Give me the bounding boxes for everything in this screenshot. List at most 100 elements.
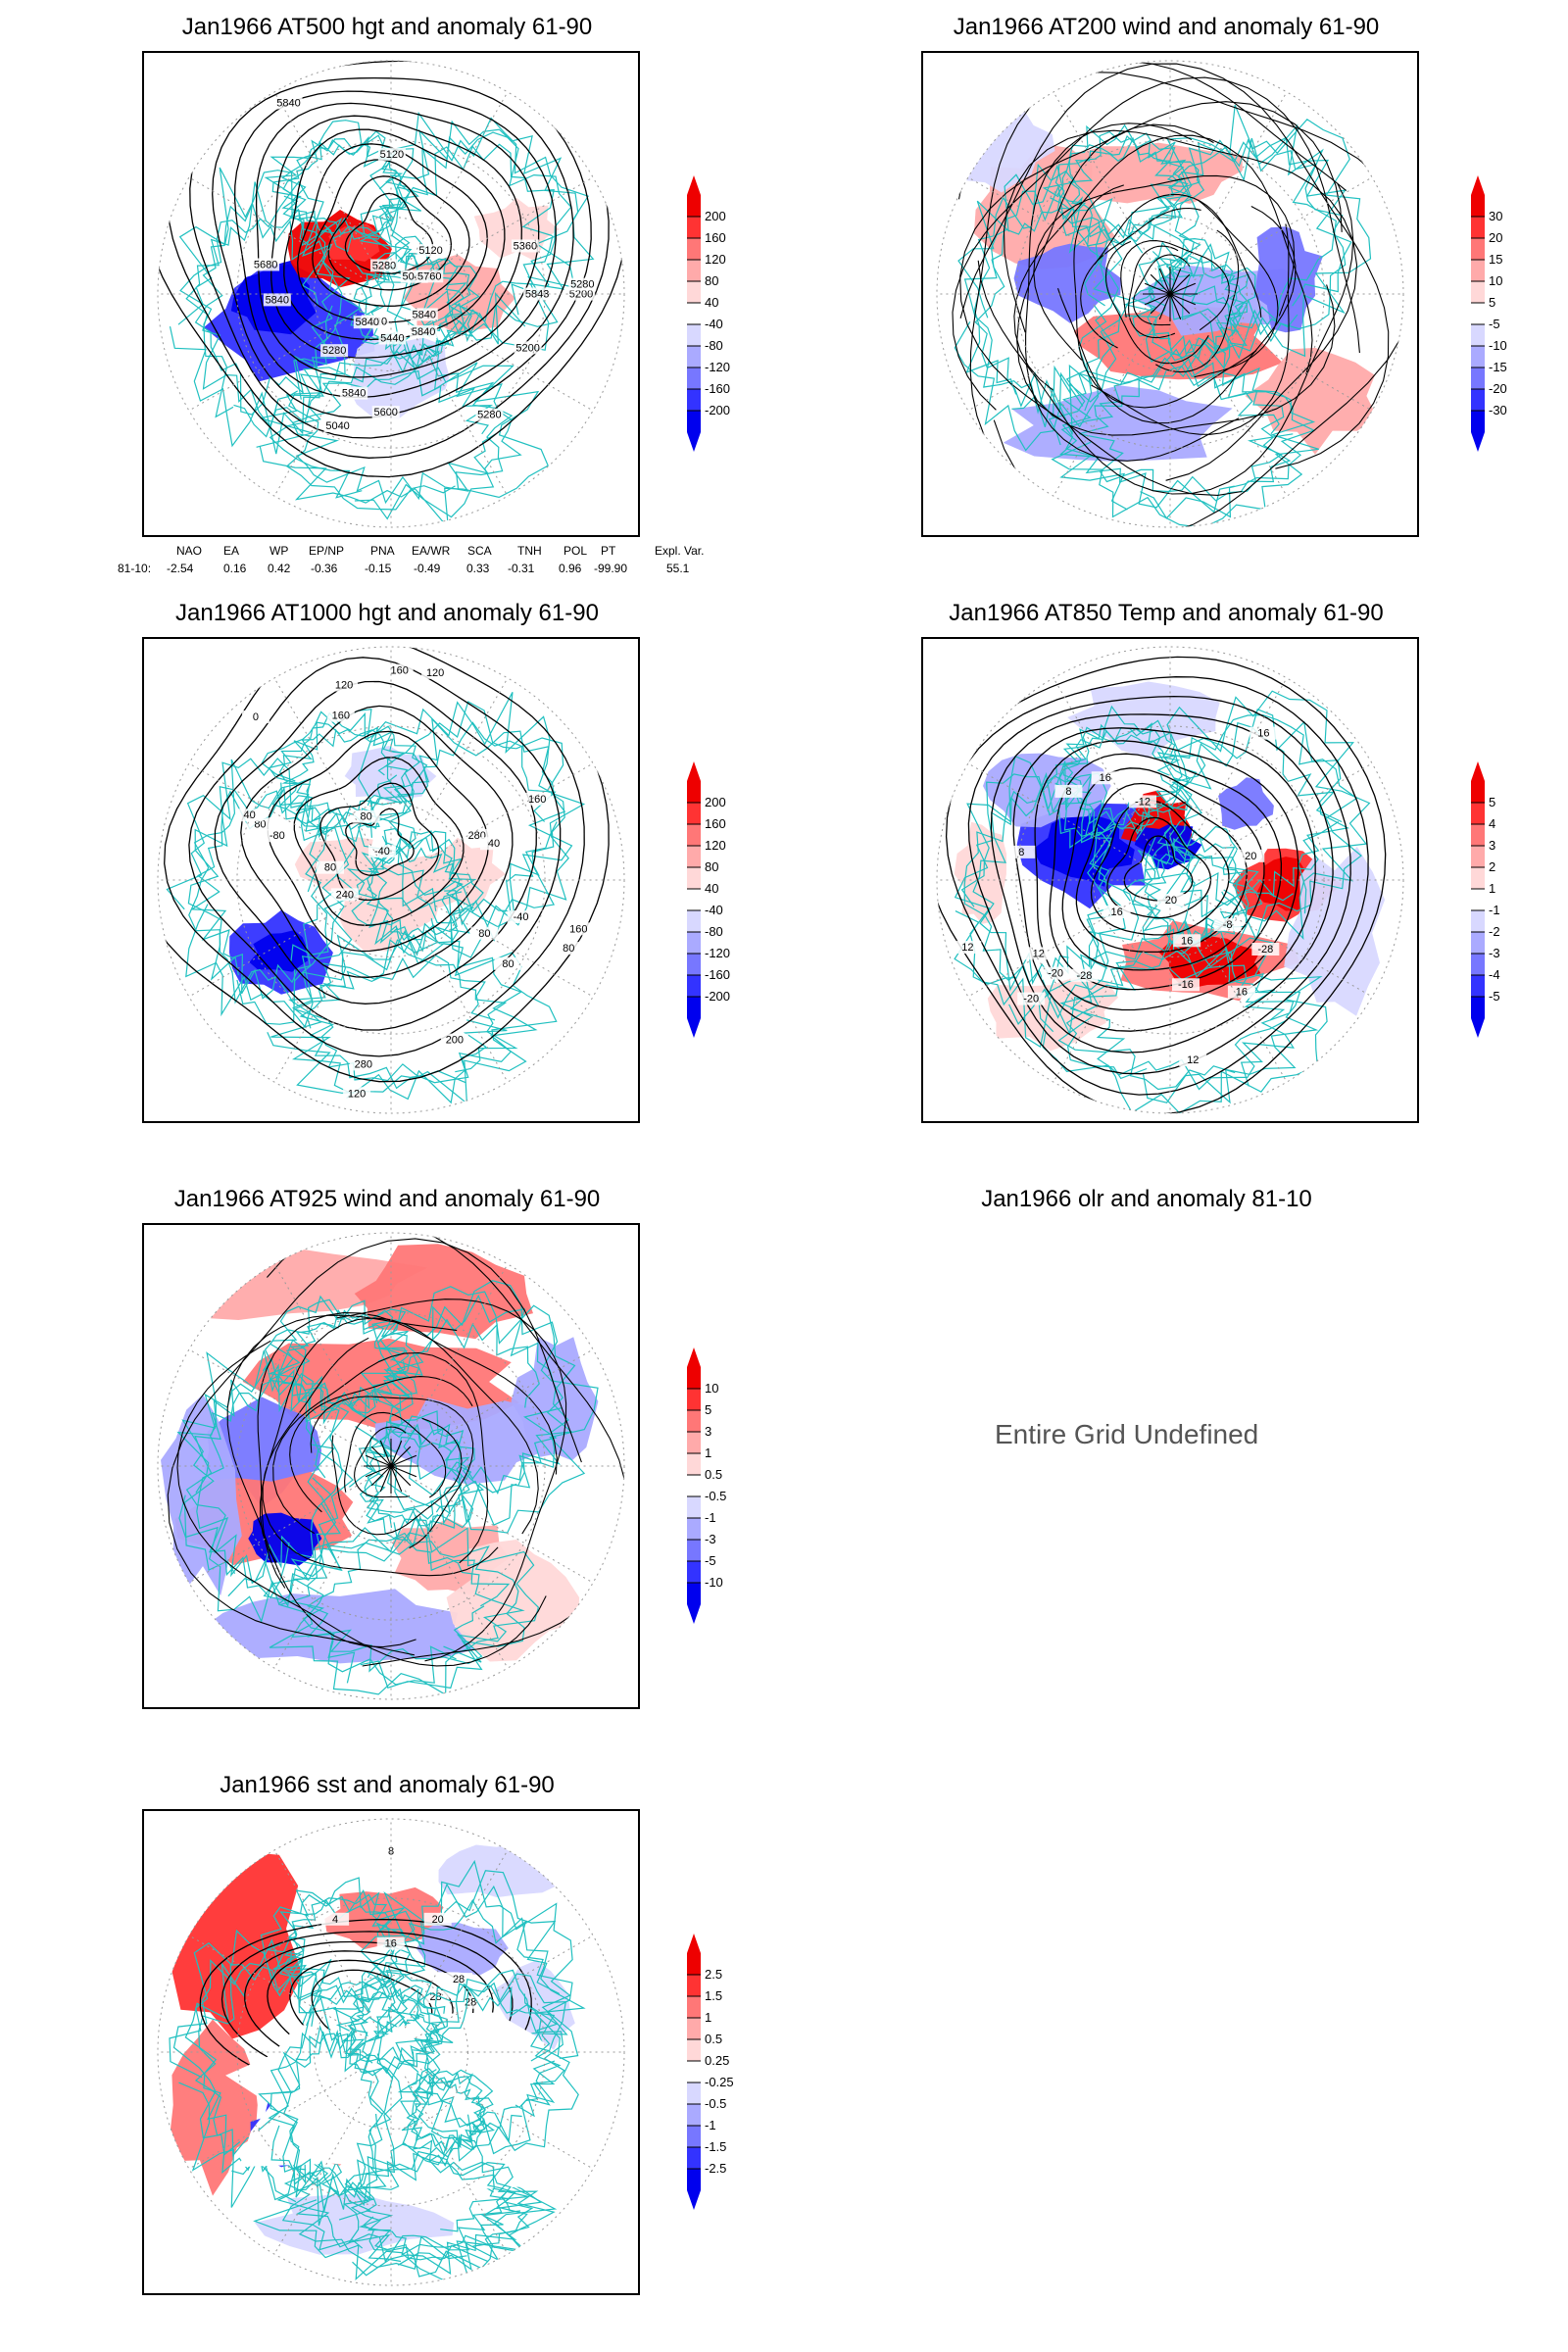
colorbar-swatch xyxy=(687,260,701,281)
map-content: 808016080-80-401602002802402801204080-40… xyxy=(158,647,610,1105)
map-content: 5840 584358405840584051205200528051205040… xyxy=(158,61,624,527)
colorbar: 5 4 3 2 1 -1 -2 -3 -4 -5 xyxy=(1465,758,1524,1038)
colorbar-swatch xyxy=(687,1453,701,1475)
index-header-tnh: TNH xyxy=(517,544,542,558)
index-value-nao: -2.54 xyxy=(167,562,194,575)
colorbar-label: 5 xyxy=(1489,295,1495,310)
colorbar-label: -15 xyxy=(1489,360,1507,374)
contour-label: 12 xyxy=(961,942,973,954)
colorbar-label: -3 xyxy=(705,1532,716,1546)
contour-label: 80 xyxy=(478,928,490,940)
colorbar-swatch xyxy=(1471,997,1485,1018)
colorbar-label: 3 xyxy=(1489,838,1495,853)
colorbar-swatch xyxy=(687,324,701,346)
contour-label: 80 xyxy=(563,943,574,955)
contour-label: 5280 xyxy=(372,260,396,271)
colorbar-swatch xyxy=(687,2147,701,2169)
contour-label: 20 xyxy=(1165,895,1177,906)
colorbar-label: -160 xyxy=(705,967,730,982)
coastlines xyxy=(954,690,1371,1113)
colorbar-arrow-bottom xyxy=(687,1018,701,1038)
contour-label: 5360 xyxy=(514,240,537,252)
colorbar-swatch xyxy=(687,1389,701,1410)
index-value-pna: -0.15 xyxy=(365,562,392,575)
map-content xyxy=(952,61,1403,527)
colorbar-label: -40 xyxy=(705,903,723,917)
colorbar-swatch xyxy=(687,1953,701,1975)
colorbar-swatch xyxy=(1471,217,1485,238)
panel-title: Jan1966 AT850 Temp and anomaly 61-90 xyxy=(949,600,1384,626)
panel-title: Jan1966 AT200 wind and anomaly 61-90 xyxy=(953,14,1380,40)
colorbar-label: -80 xyxy=(705,338,723,353)
contour-label: 80 xyxy=(502,958,514,970)
colorbar-swatch xyxy=(687,1518,701,1540)
contour-label: 5200 xyxy=(569,289,593,301)
index-value-ea: 0.16 xyxy=(223,562,247,575)
graticule xyxy=(158,61,624,527)
contour-label: 20 xyxy=(1245,851,1256,862)
teleconnection-table: NAO EA WP EP/NP PNA EA/WR SCA TNH POL PT… xyxy=(118,544,745,583)
contour-label: 5040 xyxy=(325,420,349,432)
colorbar-label: 1 xyxy=(705,1446,711,1460)
contour-label: -80 xyxy=(270,830,285,842)
colorbar-swatch xyxy=(1471,910,1485,932)
colorbar-label: -5 xyxy=(1489,989,1500,1004)
colorbar-arrow-bottom xyxy=(687,432,701,452)
map-frame: 5840 5843 5840 5840 5840 5120 5200 5280 5120 5040… xyxy=(142,51,640,537)
index-value-pol: 0.96 xyxy=(559,562,582,575)
map-frame: 80 80 160 80 -80 -40 160 200 280 240 280 120 40 80 -40… xyxy=(142,637,640,1123)
polar-map: 282424201612828282016128424282428 xyxy=(157,1818,625,2286)
contour-label: -12 xyxy=(1135,796,1151,808)
colorbar-label: -5 xyxy=(1489,317,1500,331)
contour-label: 8 xyxy=(1065,786,1071,798)
colorbar-label: -40 xyxy=(705,317,723,331)
colorbar-arrow-bottom xyxy=(1471,1018,1485,1038)
colorbar-arrow-top xyxy=(1471,175,1485,195)
index-value-epnp: -0.36 xyxy=(311,562,338,575)
colorbar-swatch xyxy=(687,1583,701,1604)
index-header-ea: EA xyxy=(223,544,240,558)
colorbar-swatch xyxy=(1471,260,1485,281)
colorbar-swatch xyxy=(687,867,701,889)
colorbar-swatch xyxy=(1471,324,1485,346)
panel-title: Jan1966 AT500 hgt and anomaly 61-90 xyxy=(181,14,593,40)
colorbar-swatch xyxy=(687,1975,701,1996)
colorbar-swatch xyxy=(687,2061,701,2082)
colorbar-swatch xyxy=(1471,932,1485,954)
colorbar-swatch xyxy=(687,368,701,389)
colorbar-swatch xyxy=(687,1540,701,1561)
index-header-epnp: EP/NP xyxy=(309,544,345,558)
contour-label: 5840 xyxy=(413,309,436,320)
streamlines xyxy=(952,61,1403,527)
colorbar-label: -2 xyxy=(1489,924,1500,939)
colorbar-swatch xyxy=(687,346,701,368)
colorbar-swatch xyxy=(687,954,701,975)
contour-label: 280 xyxy=(355,1058,372,1070)
colorbar-swatch xyxy=(687,2126,701,2147)
colorbar-label: -2.5 xyxy=(705,2161,726,2176)
contour-label: 5840 xyxy=(412,326,435,338)
contour-label: 0 xyxy=(253,711,259,723)
colorbar-swatch xyxy=(687,195,701,217)
contour-label: -40 xyxy=(374,846,390,858)
colorbar-label: -120 xyxy=(705,946,730,960)
contour-label: 80 xyxy=(324,862,336,874)
contour-label: 5840 xyxy=(276,97,300,109)
colorbar-swatch xyxy=(687,1496,701,1518)
map-content: 16 12 16 8 16 -20 -28 -20 -28 -16 -12 -8 12 16 20 12 8 20… xyxy=(937,656,1387,1113)
contour-label: -28 xyxy=(1257,944,1273,956)
colorbar-swatch xyxy=(687,997,701,1018)
graticule xyxy=(158,1819,624,2285)
colorbar-label: 200 xyxy=(705,209,726,223)
coastlines xyxy=(166,692,586,1105)
panel-title: Jan1966 olr and anomaly 81-10 xyxy=(981,1186,1312,1212)
contour-label: 160 xyxy=(390,665,408,677)
contour-label: 4 xyxy=(332,1914,338,1926)
colorbar-label: 40 xyxy=(705,295,718,310)
colorbar-swatch xyxy=(687,2082,701,2104)
contour-label: 5280 xyxy=(570,279,594,291)
colorbar-swatch xyxy=(687,217,701,238)
contour-label: 12 xyxy=(1187,1054,1199,1066)
contour-label: 5840 xyxy=(342,388,366,400)
contour-lines xyxy=(937,656,1387,1113)
